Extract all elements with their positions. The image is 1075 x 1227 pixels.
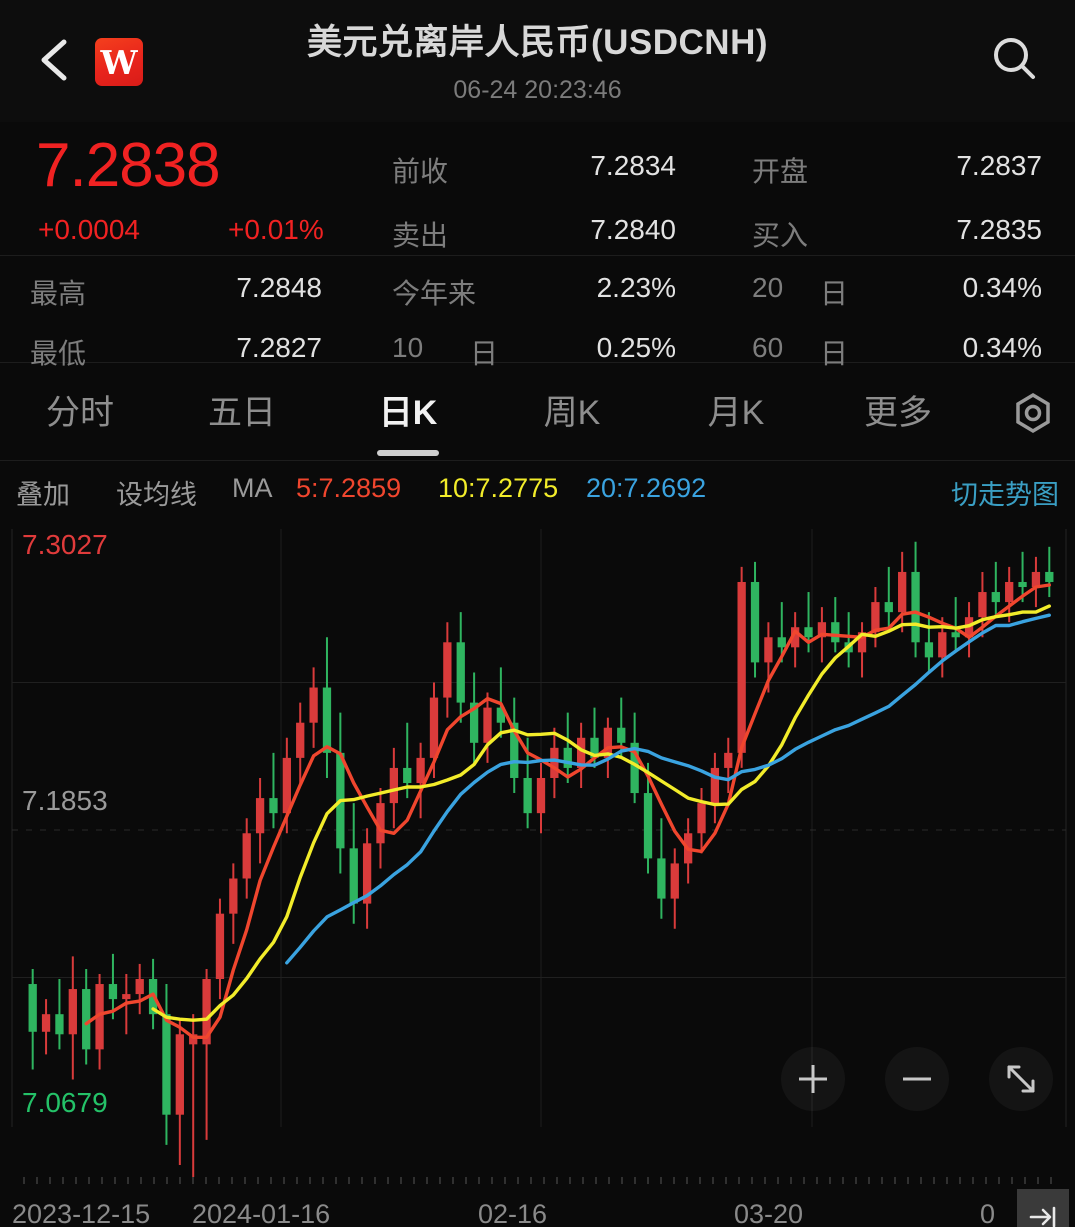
y-axis-min-label: 7.0679 <box>22 1087 108 1118</box>
d20-unit: 日 <box>820 278 849 309</box>
search-button[interactable] <box>987 32 1043 88</box>
tab-fenshi[interactable]: 分时 <box>20 385 140 434</box>
tab-label: 分时 <box>46 394 114 432</box>
ask-label: 卖出 <box>392 220 449 251</box>
open-label: 开盘 <box>752 156 809 187</box>
search-icon <box>994 38 1035 79</box>
prev-close-label: 前收 <box>392 156 449 187</box>
chart-settings-button[interactable] <box>1005 385 1061 441</box>
chart-period-tabs: 分时 五日 日K 周K 月K 更多 <box>0 363 1075 461</box>
quote-summary: 7.2838 +0.0004 +0.01% 前收 7.2834 开盘 7.283… <box>0 122 1075 255</box>
ma-indicator-bar: 叠加 设均线 MA 5:7.2859 10:7.2775 20:7.2692 切… <box>0 461 1075 517</box>
price-change-percent: +0.01% <box>228 214 324 245</box>
x-tick-label: 02-16 <box>478 1199 548 1227</box>
overlay-button[interactable]: 叠加 <box>16 480 70 510</box>
d60-value: 0.34% <box>962 332 1042 363</box>
tab-five-day[interactable]: 五日 <box>182 385 302 434</box>
tab-active-underline <box>377 450 439 456</box>
open-value: 7.2837 <box>956 150 1042 181</box>
d20-value: 0.34% <box>962 272 1042 303</box>
prev-close-value: 7.2834 <box>590 150 676 181</box>
quote-stats-grid: 最高 7.2848 今年来 2.23% 20 日 0.34% 最低 7.2827… <box>0 255 1075 369</box>
page-title: 美元兑离岸人民币(USDCNH) <box>306 23 769 62</box>
chevron-left-icon <box>41 39 67 81</box>
hexagon-settings-icon <box>1016 392 1050 434</box>
tab-label: 周K <box>543 394 601 432</box>
quote-timestamp: 06-24 20:23:46 <box>453 76 622 104</box>
app-logo[interactable]: W <box>95 38 143 86</box>
d60-unit: 日 <box>820 338 849 369</box>
d10-number: 10 <box>392 332 424 363</box>
scroll-to-latest-button[interactable] <box>1017 1189 1069 1227</box>
last-price: 7.2838 <box>36 131 221 200</box>
price-change: +0.0004 <box>38 214 140 245</box>
low-value: 7.2827 <box>236 332 322 363</box>
switch-to-trend-link[interactable]: 切走势图 <box>951 480 1059 510</box>
x-tick-label: 0 <box>980 1199 996 1227</box>
tab-more[interactable]: 更多 <box>838 385 958 434</box>
high-label: 最高 <box>30 278 87 309</box>
tab-weekly-k[interactable]: 周K <box>512 385 632 434</box>
expand-chart-button[interactable] <box>989 1047 1053 1111</box>
x-tick-label: 2023-12-15 <box>12 1199 151 1227</box>
y-axis-mid-label: 7.1853 <box>22 785 108 816</box>
ma5-value: 5:7.2859 <box>296 473 402 503</box>
set-ma-button[interactable]: 设均线 <box>116 480 197 510</box>
expand-arrows-icon <box>1007 1065 1035 1093</box>
x-axis-ticks <box>23 1177 1052 1184</box>
y-axis-max-label: 7.3027 <box>22 529 108 560</box>
x-axis: 2023-12-15 2024-01-16 02-16 03-20 0 <box>0 1177 1075 1227</box>
tab-label: 五日 <box>208 394 276 432</box>
arrow-right-bar-icon <box>1029 1206 1056 1227</box>
ma10-value: 10:7.2775 <box>438 473 559 503</box>
ytd-value: 2.23% <box>596 272 676 303</box>
tab-label: 更多 <box>864 394 932 432</box>
high-value: 7.2848 <box>236 272 322 303</box>
back-button[interactable] <box>34 36 78 84</box>
tab-label: 日K <box>378 394 438 432</box>
app-header: W 美元兑离岸人民币(USDCNH) 06-24 20:23:46 <box>0 0 1075 122</box>
zoom-out-button[interactable] <box>885 1047 949 1111</box>
ma-label: MA <box>232 473 273 503</box>
bid-value: 7.2835 <box>956 214 1042 245</box>
chart-canvas <box>11 529 1067 1177</box>
tab-monthly-k[interactable]: 月K <box>676 385 796 434</box>
low-label: 最低 <box>30 338 87 369</box>
d10-unit: 日 <box>470 338 499 369</box>
zoom-in-button[interactable] <box>781 1047 845 1111</box>
tab-daily-k[interactable]: 日K <box>348 385 468 456</box>
ytd-label: 今年来 <box>392 278 477 309</box>
d60-number: 60 <box>752 332 784 363</box>
minus-icon <box>903 1077 931 1081</box>
tab-label: 月K <box>707 394 765 432</box>
d20-number: 20 <box>752 272 784 303</box>
ma20-value: 20:7.2692 <box>586 473 707 503</box>
x-tick-label: 2024-01-16 <box>192 1199 331 1227</box>
x-tick-label: 03-20 <box>734 1199 804 1227</box>
d10-value: 0.25% <box>596 332 676 363</box>
ask-value: 7.2840 <box>590 214 676 245</box>
bid-label: 买入 <box>752 220 809 251</box>
plus-icon <box>799 1065 827 1093</box>
candlestick-chart[interactable]: 7.3027 7.1853 7.0679 <box>0 517 1075 1177</box>
